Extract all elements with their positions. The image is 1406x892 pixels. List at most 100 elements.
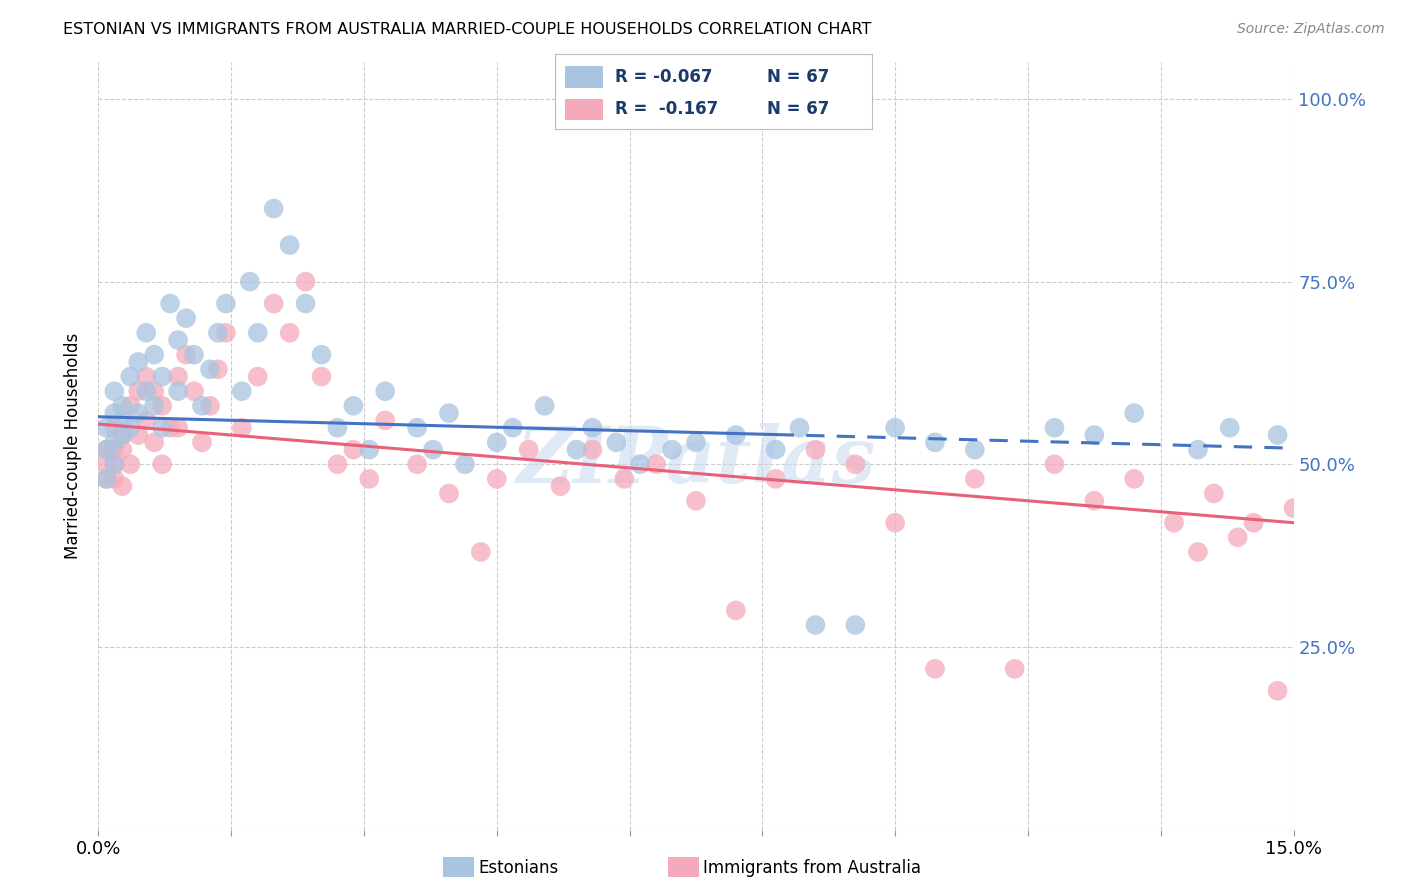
- Point: [143, 399, 166, 413]
- Point: [1202, 486, 1225, 500]
- Point: [581, 421, 603, 435]
- Point: [159, 421, 181, 435]
- Point: [311, 369, 333, 384]
- Bar: [565, 66, 603, 87]
- Point: [1267, 683, 1289, 698]
- Point: [294, 296, 316, 310]
- Point: [533, 399, 555, 413]
- Point: [246, 369, 269, 384]
- Point: [111, 399, 134, 413]
- Point: [1219, 421, 1241, 435]
- Point: [1043, 457, 1066, 471]
- Point: [1226, 530, 1249, 544]
- Point: [924, 435, 946, 450]
- Point: [150, 369, 173, 384]
- Point: [103, 442, 125, 457]
- Point: [963, 442, 986, 457]
- Point: [844, 457, 866, 471]
- Point: [135, 326, 157, 340]
- Point: [183, 348, 205, 362]
- Point: [120, 457, 142, 471]
- Point: [231, 421, 253, 435]
- Point: [1083, 428, 1105, 442]
- Point: [1187, 442, 1209, 457]
- Point: [263, 296, 285, 310]
- Point: [1083, 493, 1105, 508]
- Text: Estonians: Estonians: [478, 859, 558, 877]
- Point: [111, 413, 134, 427]
- Point: [103, 457, 125, 471]
- Point: [724, 428, 747, 442]
- Point: [263, 202, 285, 216]
- Point: [135, 413, 157, 427]
- Point: [120, 421, 142, 435]
- Point: [191, 399, 214, 413]
- Point: [924, 662, 946, 676]
- Point: [150, 421, 173, 435]
- Point: [765, 472, 787, 486]
- Text: R =  -0.167: R = -0.167: [616, 100, 718, 119]
- Point: [326, 457, 349, 471]
- Point: [422, 442, 444, 457]
- Point: [174, 311, 197, 326]
- Point: [884, 421, 907, 435]
- Point: [96, 472, 118, 486]
- Point: [406, 457, 429, 471]
- Point: [789, 421, 811, 435]
- Text: Source: ZipAtlas.com: Source: ZipAtlas.com: [1237, 22, 1385, 37]
- Text: Immigrants from Australia: Immigrants from Australia: [703, 859, 921, 877]
- Point: [103, 384, 125, 399]
- Point: [326, 421, 349, 435]
- Point: [550, 479, 572, 493]
- Point: [183, 384, 205, 399]
- Y-axis label: Married-couple Households: Married-couple Households: [65, 333, 83, 559]
- Point: [246, 326, 269, 340]
- Text: ZIPatlas: ZIPatlas: [516, 423, 876, 500]
- Point: [437, 486, 460, 500]
- Point: [103, 472, 125, 486]
- Point: [167, 333, 190, 347]
- Point: [1243, 516, 1265, 530]
- Point: [884, 516, 907, 530]
- Point: [485, 435, 508, 450]
- Point: [581, 442, 603, 457]
- Point: [120, 369, 142, 384]
- Point: [127, 428, 149, 442]
- Text: R = -0.067: R = -0.067: [616, 68, 713, 86]
- Point: [374, 413, 396, 427]
- Point: [645, 457, 668, 471]
- Point: [359, 472, 381, 486]
- Point: [685, 435, 707, 450]
- Point: [198, 399, 221, 413]
- Bar: [565, 99, 603, 120]
- Point: [111, 428, 134, 442]
- Point: [103, 457, 125, 471]
- Point: [96, 442, 118, 457]
- Point: [374, 384, 396, 399]
- Point: [103, 406, 125, 420]
- Point: [111, 428, 134, 442]
- Point: [765, 442, 787, 457]
- Point: [342, 442, 364, 457]
- Point: [294, 275, 316, 289]
- Point: [1043, 421, 1066, 435]
- Point: [135, 384, 157, 399]
- Point: [111, 479, 134, 493]
- Point: [470, 545, 492, 559]
- Point: [143, 435, 166, 450]
- Point: [111, 442, 134, 457]
- Point: [143, 384, 166, 399]
- Text: N = 67: N = 67: [768, 68, 830, 86]
- Point: [685, 493, 707, 508]
- Point: [1163, 516, 1185, 530]
- Point: [1123, 406, 1146, 420]
- Point: [454, 457, 477, 471]
- Point: [215, 326, 238, 340]
- Point: [724, 603, 747, 617]
- Point: [167, 384, 190, 399]
- Point: [1267, 428, 1289, 442]
- Point: [96, 442, 118, 457]
- Point: [1004, 662, 1026, 676]
- Point: [167, 421, 190, 435]
- Point: [406, 421, 429, 435]
